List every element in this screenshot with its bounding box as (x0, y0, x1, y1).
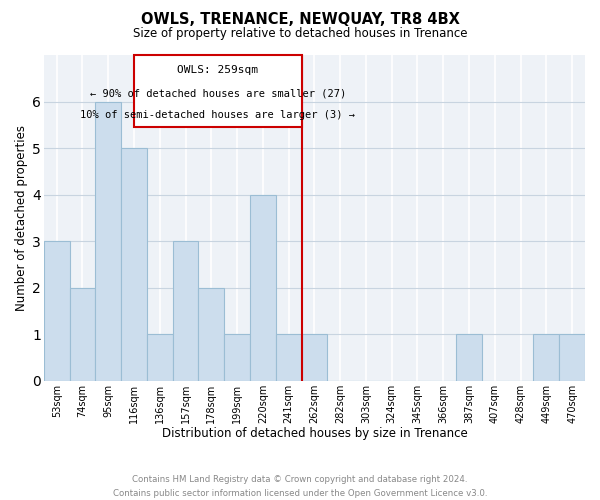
Bar (559, 334, 585, 380)
Text: Size of property relative to detached houses in Trenance: Size of property relative to detached ho… (133, 28, 467, 40)
Text: OWLS: 259sqm: OWLS: 259sqm (177, 65, 258, 75)
Bar (121, 148, 147, 380)
Bar (173, 241, 199, 380)
Y-axis label: Number of detached properties: Number of detached properties (15, 125, 28, 311)
Bar (250, 194, 276, 380)
Bar (44, 241, 70, 380)
Bar (224, 334, 250, 380)
Bar (199, 288, 224, 380)
FancyBboxPatch shape (134, 55, 302, 127)
Text: OWLS, TRENANCE, NEWQUAY, TR8 4BX: OWLS, TRENANCE, NEWQUAY, TR8 4BX (140, 12, 460, 28)
Bar (302, 334, 327, 380)
Bar (276, 334, 302, 380)
Bar (456, 334, 482, 380)
Bar (533, 334, 559, 380)
Text: 10% of semi-detached houses are larger (3) →: 10% of semi-detached houses are larger (… (80, 110, 355, 120)
Bar (70, 288, 95, 380)
Text: ← 90% of detached houses are smaller (27): ← 90% of detached houses are smaller (27… (89, 88, 346, 99)
Text: Contains HM Land Registry data © Crown copyright and database right 2024.
Contai: Contains HM Land Registry data © Crown c… (113, 476, 487, 498)
X-axis label: Distribution of detached houses by size in Trenance: Distribution of detached houses by size … (161, 427, 467, 440)
Bar (147, 334, 173, 380)
Bar (95, 102, 121, 380)
